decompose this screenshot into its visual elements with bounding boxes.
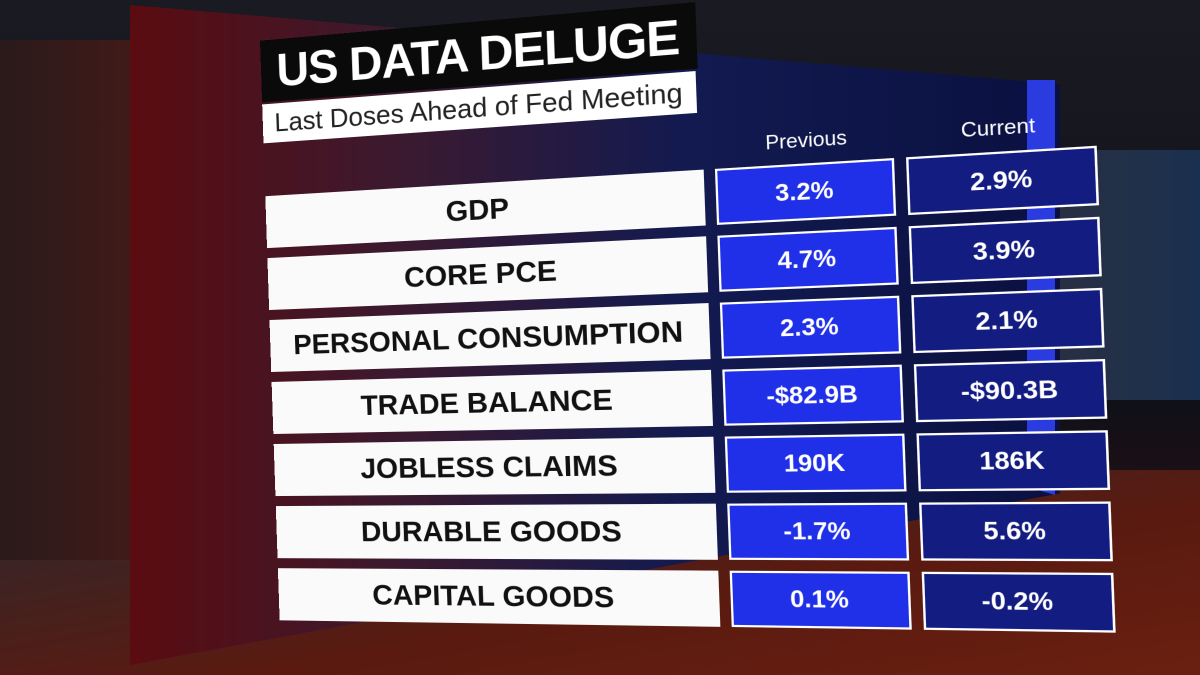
current-value: -0.2% (921, 571, 1116, 633)
row-label: PERSONAL CONSUMPTION (269, 303, 711, 372)
previous-value: -1.7% (727, 502, 910, 561)
row-label: DURABLE GOODS (275, 503, 718, 560)
row-label: CORE PCE (267, 236, 709, 311)
row-label: GDP (265, 169, 706, 249)
table: GDP 3.2% 2.9% CORE PCE 4.7% 3.9% PERSONAL CONS… (265, 145, 1131, 633)
table-row: CAPITAL GOODS 0.1% -0.2% (277, 568, 1131, 633)
data-panel: US DATA DELUGE Last Doses Ahead of Fed M… (260, 0, 1132, 644)
previous-value: -$82.9B (722, 364, 904, 426)
current-value: 5.6% (919, 501, 1113, 562)
table-row: DURABLE GOODS -1.7% 5.6% (275, 501, 1129, 562)
column-header: Current (960, 114, 1036, 142)
row-label: CAPITAL GOODS (277, 568, 721, 627)
row-label: TRADE BALANCE (271, 369, 714, 434)
current-value: 2.9% (906, 145, 1100, 216)
current-value: -$90.3B (913, 358, 1108, 423)
table-row: TRADE BALANCE -$82.9B -$90.3B (271, 358, 1123, 434)
previous-value: 2.3% (719, 295, 902, 359)
previous-value: 190K (724, 433, 907, 493)
previous-value: 4.7% (717, 226, 899, 292)
column-header: Previous (764, 126, 848, 154)
table-row: JOBLESS CLAIMS 190K 186K (273, 430, 1126, 497)
current-value: 3.9% (908, 216, 1102, 285)
previous-value: 3.2% (714, 158, 897, 225)
previous-value: 0.1% (729, 570, 912, 630)
current-value: 2.1% (911, 287, 1105, 354)
row-label: JOBLESS CLAIMS (273, 436, 716, 497)
current-value: 186K (916, 430, 1111, 492)
